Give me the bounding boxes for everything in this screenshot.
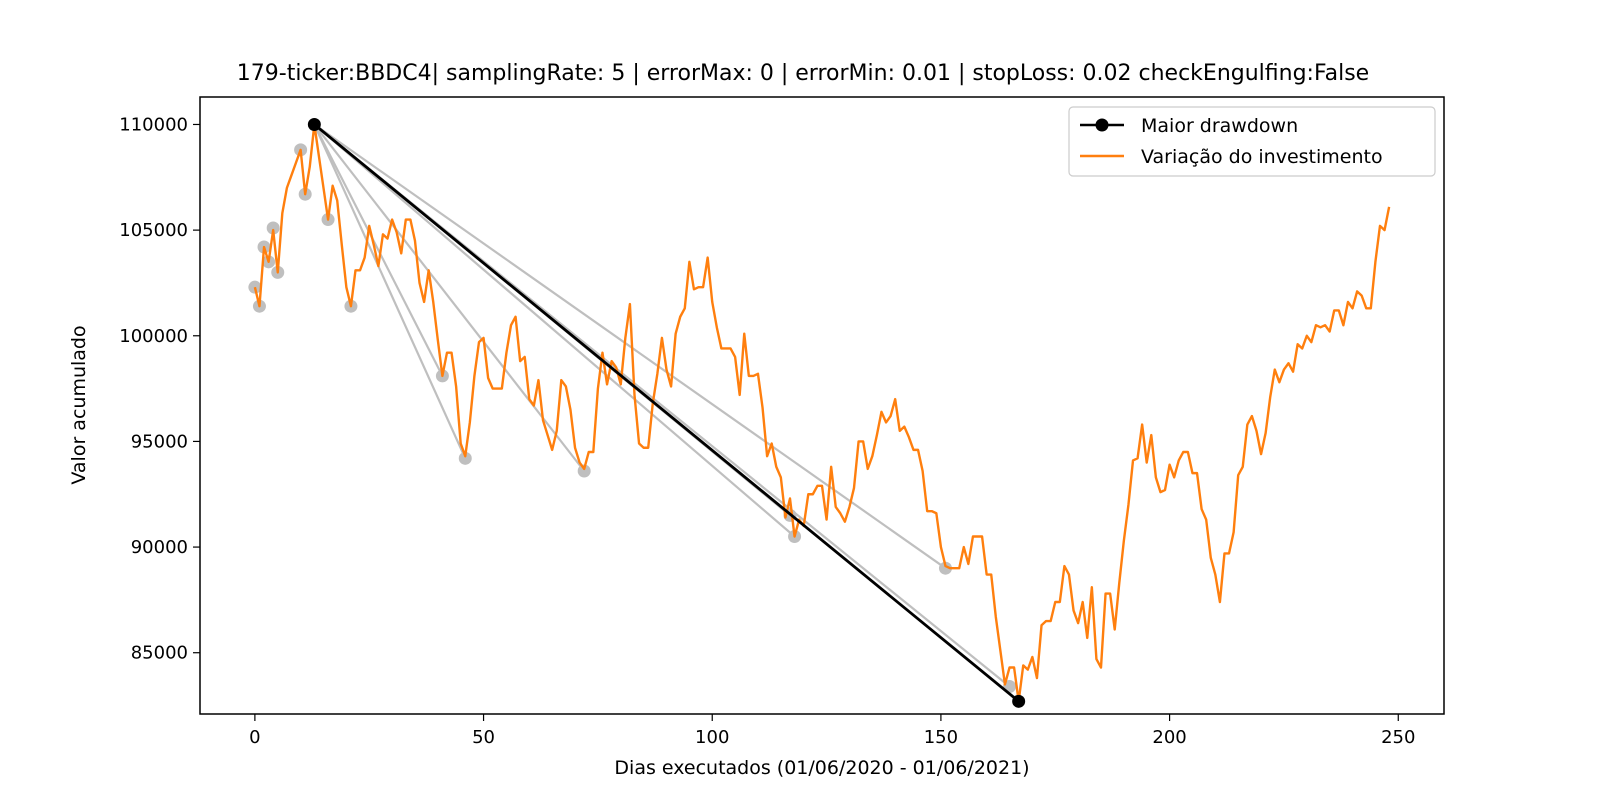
investment-series [253,123,1391,703]
y-tick-label: 110000 [119,114,188,135]
max-drawdown-point [1012,694,1026,708]
y-axis-label: Valor acumulado [68,325,90,484]
candidate-drawdown-point [577,464,591,478]
x-tick-label: 200 [1152,727,1186,748]
candidate-drawdown-point [458,451,472,465]
x-tick-label: 250 [1381,727,1415,748]
plot-frame [199,96,1445,715]
y-tick-label: 95000 [131,431,188,452]
max-drawdown-series [307,117,1026,708]
y-tick-label: 105000 [119,220,188,241]
legend-box [1068,106,1436,177]
x-tick-label: 100 [695,727,729,748]
candidate-drawdown-line [313,123,947,570]
legend-label-investment: Variação do investimento [1141,146,1383,168]
plot-area [248,117,1391,708]
chart-title: 179-ticker:BBDC4| samplingRate: 5 | erro… [237,61,1369,86]
candidate-drawdown-line [313,124,467,459]
max-drawdown-line [313,123,1020,703]
legend-marker-drawdown [1095,118,1109,132]
x-axis-label: Dias executados (01/06/2020 - 01/06/2021… [614,757,1029,779]
candidate-drawdown-point [938,561,952,575]
x-tick-label: 150 [924,727,958,748]
y-tick-label: 100000 [119,326,188,347]
x-tick-label: 50 [472,727,495,748]
candidate-drawdown-line [313,123,586,472]
y-tick-label: 90000 [131,537,188,558]
legend-label-drawdown: Maior drawdown [1141,115,1298,137]
candidate-drawdown-line [313,123,444,377]
y-axis-ticks: 85000 90000 95000 100000 105000 110000 [119,114,200,664]
max-drawdown-point [307,117,321,131]
x-axis-ticks: 0 50 100 150 200 250 [249,714,1415,748]
y-tick-label: 85000 [131,643,188,664]
legend: Maior drawdown Variação do investimento [1068,106,1436,177]
investment-line [253,123,1391,703]
candidate-drawdown-line [313,123,796,538]
candidate-drawdown-point [266,221,280,235]
x-tick-label: 0 [249,727,260,748]
